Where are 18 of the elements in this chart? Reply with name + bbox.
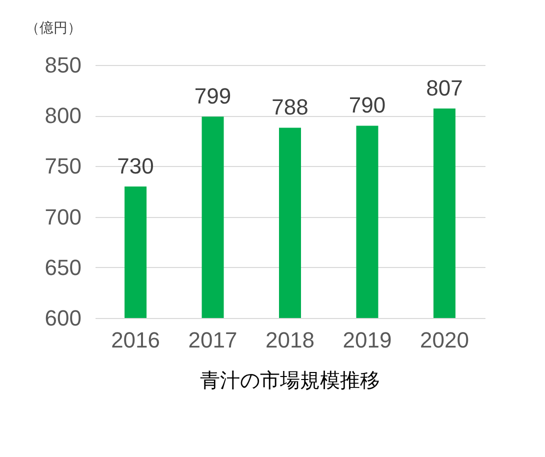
text: 青汁の市場規模推移	[200, 370, 380, 392]
data-label: 790	[348, 92, 386, 118]
y-tick-label: 800	[44, 103, 82, 128]
x-tick-label: 2017	[188, 328, 238, 352]
data-label: 799	[194, 84, 232, 109]
y-tick-label: 650	[44, 254, 82, 280]
y-tick-label: 700	[44, 204, 82, 230]
y-axis-title: （億円）	[26, 20, 82, 36]
y-tick-label: 600	[44, 306, 82, 330]
x-tick-label: 2016	[111, 328, 160, 352]
x-tick-label: 2018	[266, 328, 314, 352]
x-tick-label: 2019	[342, 328, 392, 352]
data-label: 788	[272, 94, 308, 120]
y-tick-label: 750	[44, 154, 82, 179]
data-label: 807	[426, 76, 463, 101]
y-tick-label: 850	[44, 52, 82, 78]
data-label: 730	[117, 153, 154, 178]
x-tick-label: 2020	[420, 328, 469, 352]
